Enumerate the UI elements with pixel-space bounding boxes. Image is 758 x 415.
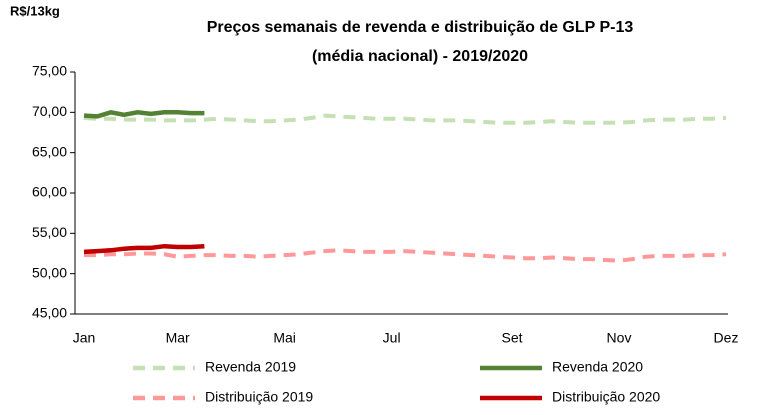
series-line xyxy=(83,113,727,125)
y-tick-label: 70,00 xyxy=(32,103,67,119)
legend-label: Distribuição 2020 xyxy=(552,389,660,405)
legend-label: Revenda 2019 xyxy=(205,359,296,375)
y-tick-label: 50,00 xyxy=(32,264,67,280)
legend-label: Revenda 2020 xyxy=(552,359,643,375)
x-tick-label: Mai xyxy=(273,330,296,346)
y-axis-label: R$/13kg xyxy=(10,3,60,18)
series-line xyxy=(83,243,205,255)
y-tick-label: 55,00 xyxy=(32,224,67,240)
y-tick-label: 60,00 xyxy=(32,184,67,200)
series-line xyxy=(83,109,205,119)
legend-label: Distribuição 2019 xyxy=(205,389,313,405)
series-line xyxy=(84,248,727,263)
x-tick-label: Mar xyxy=(166,330,190,346)
x-tick-label: Jan xyxy=(73,330,96,346)
y-tick-label: 65,00 xyxy=(32,143,67,159)
x-tick-label: Dez xyxy=(714,330,739,346)
x-tick-label: Jul xyxy=(383,330,401,346)
x-tick-label: Nov xyxy=(607,330,632,346)
y-tick-label: 75,00 xyxy=(32,63,67,79)
x-tick-label: Set xyxy=(501,330,522,346)
chart-title: (média nacional) - 2019/2020 xyxy=(312,48,528,65)
chart-title: Preços semanais de revenda e distribuiçã… xyxy=(207,19,634,36)
y-tick-label: 45,00 xyxy=(32,305,67,321)
